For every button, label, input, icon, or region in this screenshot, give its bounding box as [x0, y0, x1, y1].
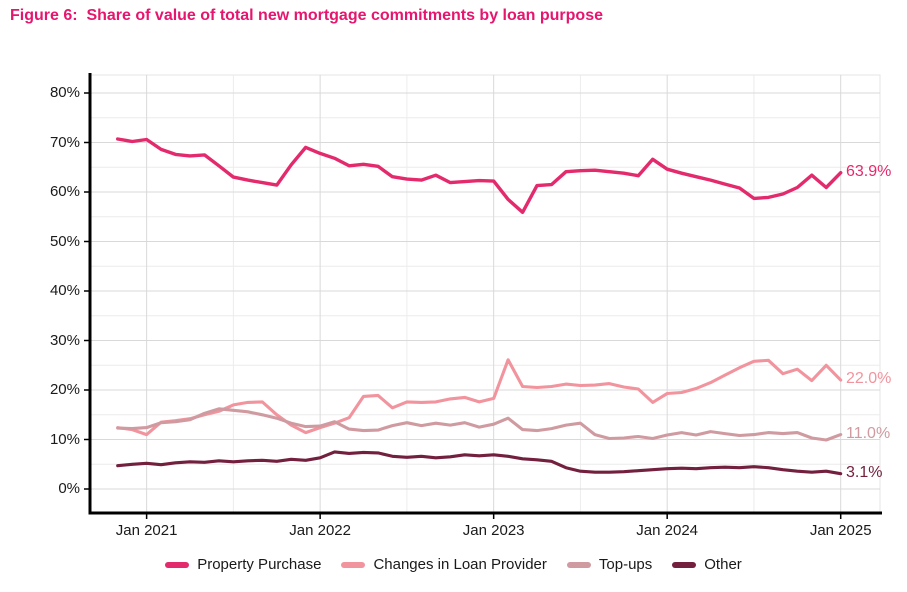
- x-axis-tick-label: Jan 2024: [636, 522, 699, 539]
- y-axis-tick-label: 20%: [49, 381, 80, 398]
- y-axis-tick-label: 0%: [58, 480, 80, 497]
- series-end-label-other: 3.1%: [846, 463, 883, 481]
- series-end-label-changes-in-loan-provider: 22.0%: [846, 370, 892, 388]
- y-axis-tick-label: 40%: [49, 282, 80, 299]
- legend-label: Top-ups: [598, 556, 653, 573]
- x-axis-tick-label: Jan 2025: [809, 522, 872, 539]
- figure-title: Figure 6: Share of value of total new mo…: [10, 7, 603, 24]
- legend-item-top-ups: Top-ups: [566, 556, 653, 573]
- x-axis-tick-label: Jan 2022: [289, 522, 351, 539]
- series-end-label-property-purchase: 63.9%: [846, 162, 892, 180]
- legend-swatch-property-purchase: [165, 561, 190, 568]
- y-axis-tick-label: 60%: [49, 183, 80, 200]
- series-line-changes-in-loan-provider: [116, 358, 843, 437]
- legend-label: Property Purchase: [197, 556, 322, 573]
- legend-swatch-top-ups: [566, 561, 591, 568]
- legend-label: Other: [704, 556, 742, 573]
- y-axis-tick-label: 50%: [49, 232, 80, 250]
- y-axis-tick-label: 30%: [49, 331, 80, 349]
- legend-item-changes-in-loan-provider: Changes in Loan Provider: [341, 556, 547, 573]
- plot-border: [89, 74, 881, 514]
- x-axis-tick-label: Jan 2023: [462, 522, 525, 539]
- legend-label: Changes in Loan Provider: [373, 556, 547, 573]
- legend: Property Purchase Changes in Loan Provid…: [0, 556, 907, 573]
- series-line-other: [116, 450, 843, 476]
- legend-item-other: Other: [672, 556, 742, 573]
- legend-swatch-changes-in-loan-provider: [341, 561, 366, 568]
- series-line-property-purchase: [115, 137, 843, 215]
- y-axis-tick-label: 80%: [49, 84, 80, 101]
- series-line-top-ups: [116, 407, 843, 442]
- y-axis-tick-label: 10%: [49, 430, 80, 448]
- legend-swatch-other: [672, 561, 697, 568]
- series-end-label-top-ups: 11.0%: [846, 424, 891, 442]
- y-axis-tick-label: 70%: [49, 133, 80, 151]
- legend-item-property-purchase: Property Purchase: [165, 556, 321, 573]
- x-axis-tick-label: Jan 2021: [115, 522, 178, 539]
